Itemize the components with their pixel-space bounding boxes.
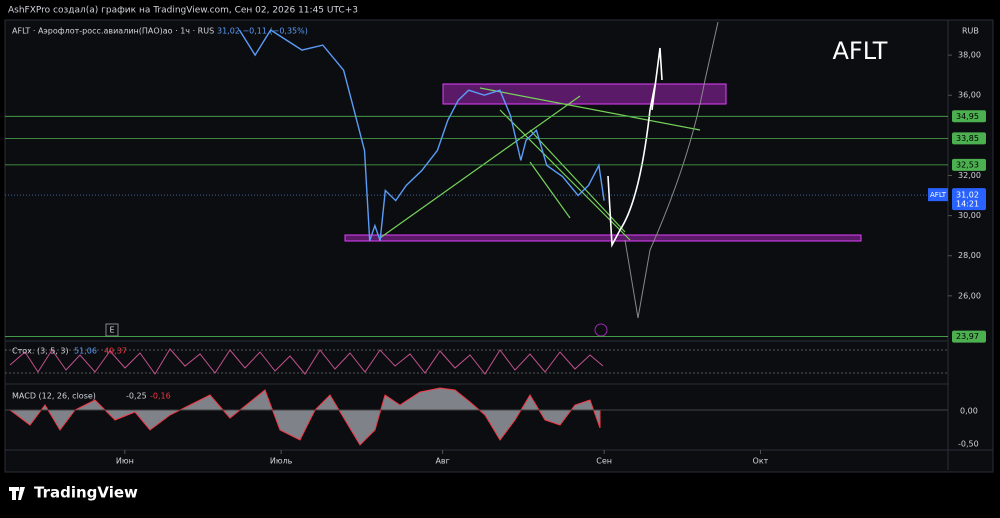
stoch-k: 51,06 (74, 347, 97, 356)
y-tick-label: 28,00 (958, 251, 981, 260)
brand: TradingView (34, 484, 138, 502)
x-tick-label: Июн (116, 457, 134, 466)
price-level-label: 32,53 (956, 160, 979, 169)
header: AshFXPro создал(а) график на TradingView… (8, 6, 358, 16)
macd-axis-label: -0,50 (958, 440, 979, 449)
event-marker[interactable]: E (109, 326, 114, 335)
symbol-line: AFLT · Аэрофлот-росс.авиалин(ПАО)ао · 1ч… (12, 27, 214, 36)
stoch-line (9, 348, 604, 375)
drawings (344, 22, 862, 319)
brand-logo (9, 487, 25, 500)
support-zone (344, 234, 862, 242)
y-tick-label: 38,00 (958, 51, 981, 60)
y-tick-label: 32,00 (958, 171, 981, 180)
price-line (238, 29, 605, 241)
y-tick-label: 36,00 (958, 91, 981, 100)
last-price-label: 31,02 (956, 191, 979, 200)
y-tick-label: 26,00 (958, 291, 981, 300)
macd-signal: -0,16 (150, 392, 171, 401)
macd-axis-label: 0,00 (960, 407, 978, 416)
macd-value: -0,25 (126, 392, 147, 401)
last-price-symbol-tag (928, 188, 948, 202)
ohlc: 31,02 −0,11 (−0,35%) (217, 27, 308, 36)
price-level-tag (952, 132, 986, 145)
price-level-tag (952, 158, 986, 171)
macd-histogram (8, 387, 601, 446)
x-tick-label: Авг (435, 457, 449, 466)
watermark: AFLT (833, 37, 888, 65)
stoch-d: 49,37 (104, 347, 127, 356)
price-level-tag (952, 110, 986, 123)
x-tick-label: Окт (753, 457, 769, 466)
y-tick-label: 30,00 (958, 211, 981, 220)
event-box[interactable] (105, 323, 119, 337)
last-price-symbol: AFLT (930, 191, 947, 199)
currency: RUB (962, 27, 979, 36)
resistance-zone (442, 83, 727, 105)
macd-label: MACD (12, 26, close) (12, 392, 96, 401)
price-level-tag (952, 330, 986, 343)
price-level-label: 33,85 (956, 134, 979, 143)
stoch-label: Стох. (3, 5, 3) (12, 347, 69, 356)
x-tick-label: Июль (270, 457, 293, 466)
dividend-marker[interactable] (594, 323, 608, 337)
last-price-tag (952, 188, 986, 211)
x-tick-label: Сен (596, 457, 612, 466)
price-level-label: 23,97 (956, 332, 979, 341)
price-level-label: 34,95 (956, 112, 979, 121)
last-price-timer: 14:21 (956, 200, 979, 209)
